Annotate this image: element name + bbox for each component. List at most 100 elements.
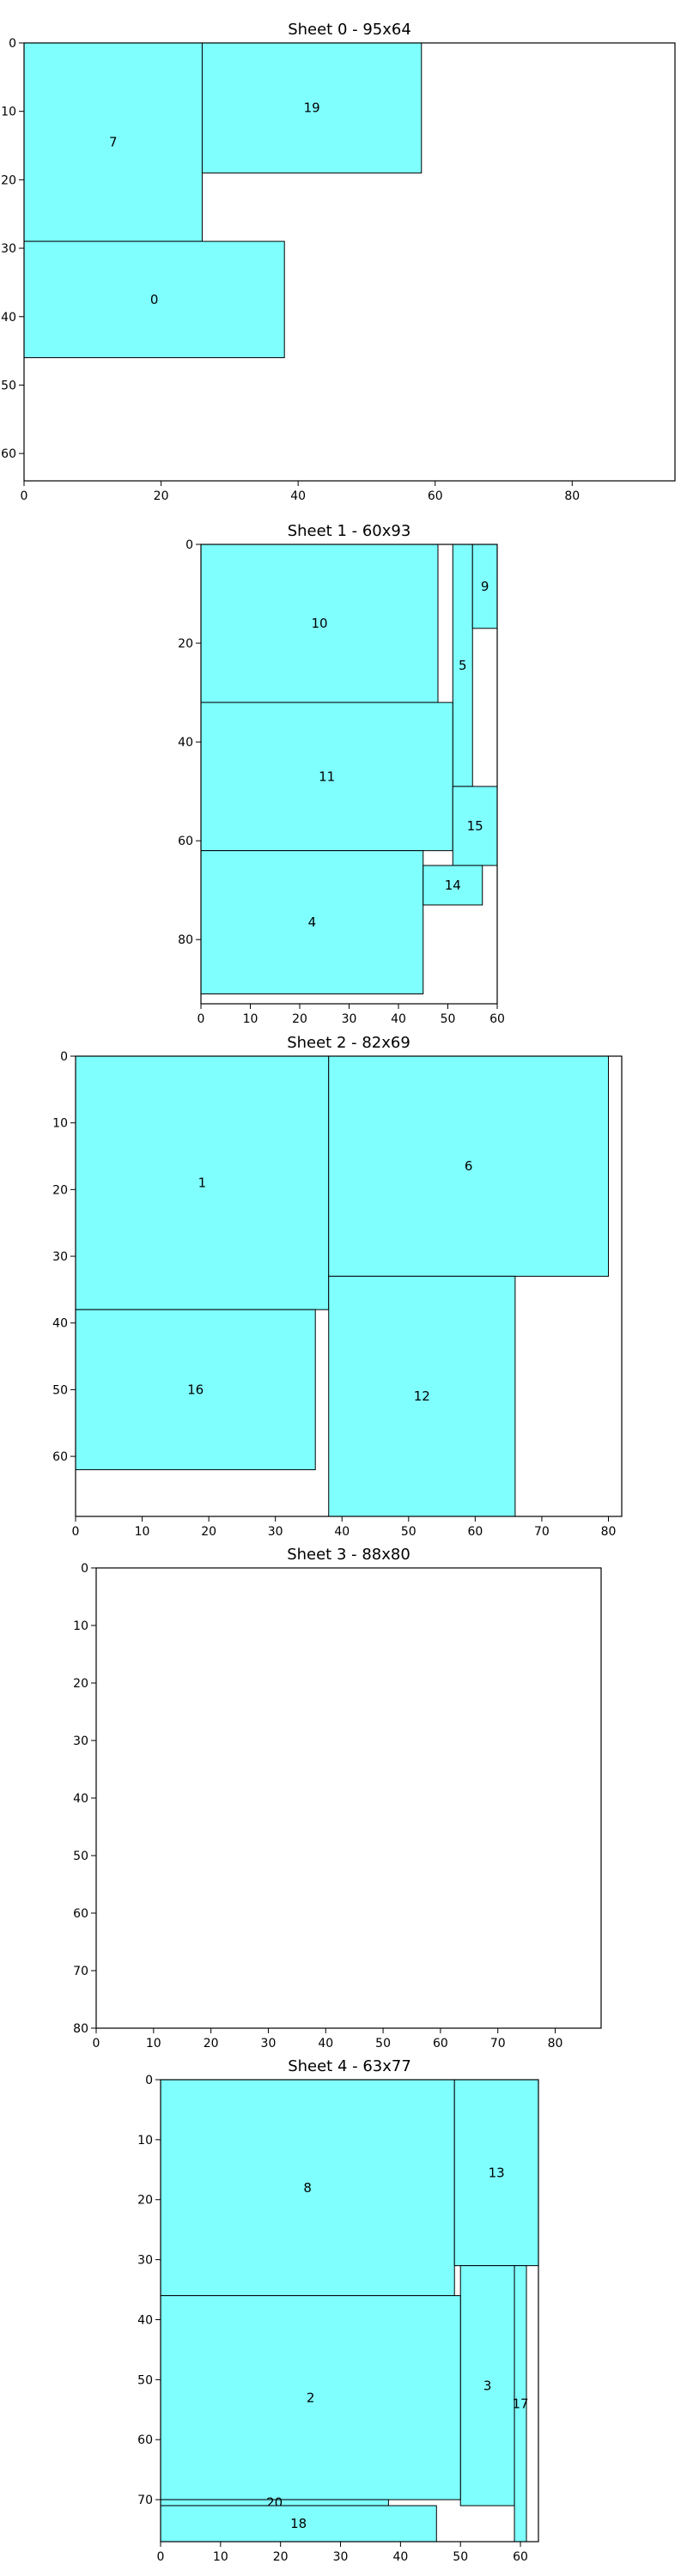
x-tick-label: 70 bbox=[534, 1525, 550, 1539]
piece-rect-13 bbox=[453, 2079, 539, 2267]
x-tick-label: 80 bbox=[564, 489, 580, 503]
x-tick-label: 20 bbox=[273, 2550, 289, 2564]
piece-rect-7 bbox=[23, 42, 203, 242]
sheet-title: Sheet 3 - 88x80 bbox=[287, 1546, 410, 1564]
y-tick-label: 60 bbox=[52, 1450, 68, 1464]
y-tick-label: 20 bbox=[1, 173, 16, 187]
x-tick-label: 40 bbox=[318, 2037, 333, 2050]
y-tick-label: 0 bbox=[60, 1050, 68, 1064]
x-tick-label: 30 bbox=[333, 2550, 349, 2564]
y-tick-label: 50 bbox=[137, 2373, 153, 2387]
y-tick-label: 0 bbox=[9, 37, 16, 51]
x-tick-label: 50 bbox=[453, 2550, 468, 2564]
y-tick-label: 20 bbox=[178, 637, 193, 651]
plot-area bbox=[96, 1568, 601, 2028]
y-tick-label: 30 bbox=[73, 1735, 88, 1748]
piece-label-16: 16 bbox=[187, 1382, 204, 1397]
x-tick-label: 10 bbox=[146, 2037, 161, 2050]
piece-label-18: 18 bbox=[290, 2516, 307, 2531]
x-tick-label: 20 bbox=[154, 489, 169, 503]
piece-rect-10 bbox=[200, 544, 439, 703]
x-tick-label: 50 bbox=[401, 1525, 416, 1539]
x-tick-label: 40 bbox=[290, 489, 306, 503]
sheet-title: Sheet 2 - 82x69 bbox=[287, 1034, 410, 1052]
y-tick-label: 40 bbox=[1, 311, 16, 325]
piece-label-15: 15 bbox=[467, 818, 483, 834]
piece-rect-14 bbox=[423, 865, 483, 906]
x-tick-label: 40 bbox=[334, 1525, 350, 1539]
x-tick-label: 0 bbox=[72, 1525, 80, 1539]
x-tick-label: 20 bbox=[201, 1525, 216, 1539]
piece-label-17: 17 bbox=[513, 2396, 529, 2411]
x-tick-label: 40 bbox=[391, 1012, 406, 1026]
piece-label-11: 11 bbox=[319, 769, 335, 784]
y-tick-label: 20 bbox=[73, 1677, 88, 1691]
y-tick-label: 30 bbox=[1, 242, 16, 256]
piece-rect-4 bbox=[200, 850, 424, 994]
x-tick-label: 60 bbox=[489, 1012, 505, 1026]
sheet-panel-4: Sheet 4 - 63x77 8 13 3 17 2 20 18 0 10 20 30 40 50 60 0… bbox=[137, 2057, 539, 2564]
x-tick-label: 10 bbox=[213, 2550, 228, 2564]
y-tick-label: 0 bbox=[185, 538, 193, 552]
sheet-title: Sheet 4 - 63x77 bbox=[288, 2057, 411, 2075]
y-tick-label: 70 bbox=[73, 1965, 88, 1978]
x-tick-label: 70 bbox=[490, 2037, 506, 2050]
x-tick-label: 60 bbox=[467, 1525, 483, 1539]
x-tick-label: 10 bbox=[243, 1012, 258, 1026]
sheet-panel-3: Sheet 3 - 88x80 0 10 20 30 40 50 60 70 80 0 10 20 30 4… bbox=[73, 1546, 602, 2050]
sheet-title: Sheet 1 - 60x93 bbox=[288, 522, 411, 540]
y-tick-label: 30 bbox=[137, 2254, 153, 2268]
x-tick-label: 20 bbox=[204, 2037, 219, 2050]
y-tick-label: 80 bbox=[178, 933, 193, 947]
y-tick-label: 50 bbox=[1, 379, 16, 392]
y-tick-label: 40 bbox=[52, 1317, 68, 1331]
y-tick-label: 20 bbox=[52, 1183, 68, 1197]
x-tick-label: 80 bbox=[601, 1525, 617, 1539]
piece-label-3: 3 bbox=[483, 2378, 492, 2393]
y-tick-label: 20 bbox=[137, 2194, 153, 2208]
piece-rect-0 bbox=[23, 240, 285, 359]
axes-frame bbox=[75, 1055, 623, 1517]
piece-label-7: 7 bbox=[109, 135, 118, 150]
x-tick-label: 80 bbox=[548, 2037, 563, 2050]
x-tick-label: 60 bbox=[513, 2550, 528, 2564]
y-tick-label: 10 bbox=[73, 1619, 88, 1633]
piece-rect-1 bbox=[75, 1055, 330, 1310]
x-tick-label: 0 bbox=[21, 489, 28, 503]
piece-label-6: 6 bbox=[465, 1158, 473, 1174]
x-tick-label: 60 bbox=[433, 2037, 448, 2050]
piece-label-8: 8 bbox=[303, 2180, 312, 2196]
y-tick-label: 10 bbox=[52, 1117, 68, 1131]
x-tick-label: 50 bbox=[375, 2037, 391, 2050]
y-tick-label: 0 bbox=[145, 2074, 153, 2087]
piece-label-12: 12 bbox=[414, 1388, 430, 1404]
y-tick-label: 80 bbox=[73, 2022, 88, 2036]
axes-frame bbox=[160, 2079, 539, 2543]
piece-rect-6 bbox=[328, 1055, 609, 1277]
axes-frame bbox=[23, 42, 676, 482]
y-tick-label: 10 bbox=[137, 2134, 153, 2148]
piece-label-1: 1 bbox=[198, 1176, 207, 1191]
x-tick-label: 50 bbox=[441, 1012, 456, 1026]
y-tick-label: 60 bbox=[137, 2433, 153, 2447]
y-tick-label: 70 bbox=[137, 2494, 153, 2507]
piece-label-2: 2 bbox=[307, 2390, 315, 2405]
piece-rect-15 bbox=[452, 786, 498, 866]
x-tick-label: 30 bbox=[261, 2037, 277, 2050]
x-tick-label: 60 bbox=[428, 489, 443, 503]
x-tick-label: 30 bbox=[342, 1012, 357, 1026]
piece-label-0: 0 bbox=[150, 292, 159, 307]
x-tick-label: 0 bbox=[198, 1012, 205, 1026]
y-tick-label: 60 bbox=[178, 835, 193, 848]
y-tick-label: 30 bbox=[52, 1250, 68, 1264]
y-tick-label: 50 bbox=[73, 1850, 88, 1863]
x-tick-label: 0 bbox=[93, 2037, 100, 2050]
y-tick-label: 60 bbox=[1, 447, 16, 461]
piece-label-5: 5 bbox=[459, 658, 467, 673]
piece-rect-16 bbox=[75, 1309, 316, 1471]
y-tick-label: 50 bbox=[52, 1383, 68, 1397]
piece-label-14: 14 bbox=[445, 878, 461, 893]
y-tick-label: 60 bbox=[73, 1907, 88, 1921]
piece-label-13: 13 bbox=[489, 2165, 505, 2180]
